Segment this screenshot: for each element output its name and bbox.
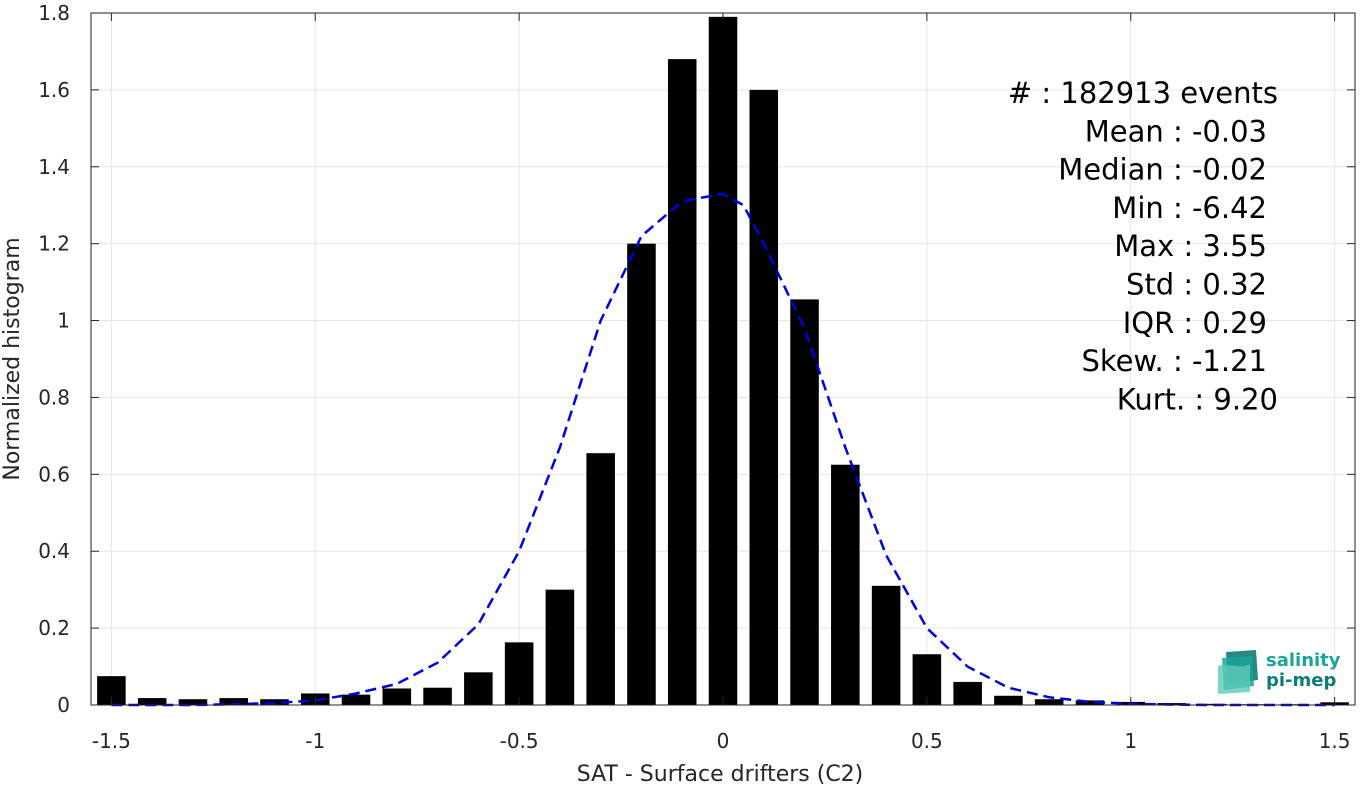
x-axis-label: SAT - Surface drifters (C2) [577,762,864,785]
y-tick-label: 1.8 [38,1,70,25]
histogram-bar [382,688,412,705]
y-tick-label: 0.8 [38,385,70,409]
fit-curve-dashed [111,192,1335,707]
y-tick-label: 0.6 [38,462,70,486]
histogram-bar [1198,703,1227,705]
histogram-bar [1034,699,1064,705]
x-tick-label: 0 [717,729,730,753]
salinity-pimep-logo: salinity pi-mep [1216,646,1346,696]
histogram-bar [219,698,248,705]
histogram-bar [627,243,656,705]
x-tick-label: 1 [1124,729,1137,753]
stat-annotation-line: # : 182913 events [1008,76,1278,110]
axis-layer [90,12,1356,706]
stat-annotation-line: Mean : -0.03 [1085,114,1267,148]
y-tick-label: 0.2 [38,616,70,640]
histogram-bar [871,585,901,705]
y-axis-label: Normalized histogram [0,237,25,480]
y-tick-label: 1.6 [38,78,70,102]
statistics-annotation: # : 182913 events Mean : -0.03 Median : -0… [1008,76,1278,416]
histogram-bar [953,681,982,705]
x-tick-label: -1.5 [92,729,131,753]
logo-text-pimep: pi-mep [1266,670,1336,691]
x-tick-label: -0.5 [500,729,539,753]
y-tick-label: 1 [57,309,70,333]
stat-annotation-line: Min : -6.42 [1112,191,1267,225]
histogram-bar [341,694,371,705]
stat-annotation-line: IQR : 0.29 [1123,306,1267,340]
histogram-bar [423,687,452,705]
y-tick-label: 1.4 [38,155,70,179]
tick-label-layer: -1.5 -1 -0.5 0 0.5 1 1.5 0 0.2 0.4 0.6 0.8 1 1.2 1.4 1.… [38,1,1350,753]
x-tick-label: -1 [305,729,325,753]
histogram-bar [137,698,167,705]
histogram-bar [1075,700,1105,705]
histogram-bar [912,654,942,705]
histogram-bar [994,695,1023,705]
stat-annotation-line: Std : 0.32 [1126,268,1267,302]
y-tick-label: 1.2 [38,232,70,256]
histogram-bar [586,453,615,705]
stat-annotation-line: Max : 3.55 [1114,229,1267,263]
histogram-bar [178,699,208,705]
logo-text-salinity: salinity [1266,650,1341,671]
y-tick-label: 0 [57,693,70,717]
x-tick-label: 1.5 [1319,729,1351,753]
x-tick-label: 0.5 [911,729,943,753]
bar-layer [97,16,1349,706]
histogram-bar [667,59,697,705]
y-tick-label: 0.4 [38,539,70,563]
wave-icon [1218,650,1258,694]
histogram-bar [504,642,534,705]
histogram-bar [749,89,779,705]
histogram-bar [464,672,493,705]
stat-annotation-line: Skew. : -1.21 [1081,344,1267,378]
histogram-bar [790,299,819,705]
histogram-bar [708,16,738,706]
stat-annotation-line: Kurt. : 9.20 [1117,382,1278,416]
histogram-bar [545,589,575,705]
stat-annotation-line: Median : -0.02 [1058,153,1267,187]
histogram-bar [831,464,860,705]
